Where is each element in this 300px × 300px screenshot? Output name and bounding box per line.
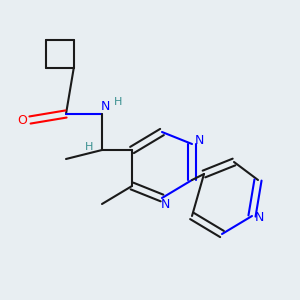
Text: N: N: [160, 197, 170, 211]
Text: H: H: [85, 142, 93, 152]
Text: H: H: [114, 97, 123, 107]
Text: N: N: [195, 134, 204, 147]
Text: O: O: [18, 113, 27, 127]
Text: N: N: [255, 211, 264, 224]
Text: N: N: [100, 100, 110, 113]
